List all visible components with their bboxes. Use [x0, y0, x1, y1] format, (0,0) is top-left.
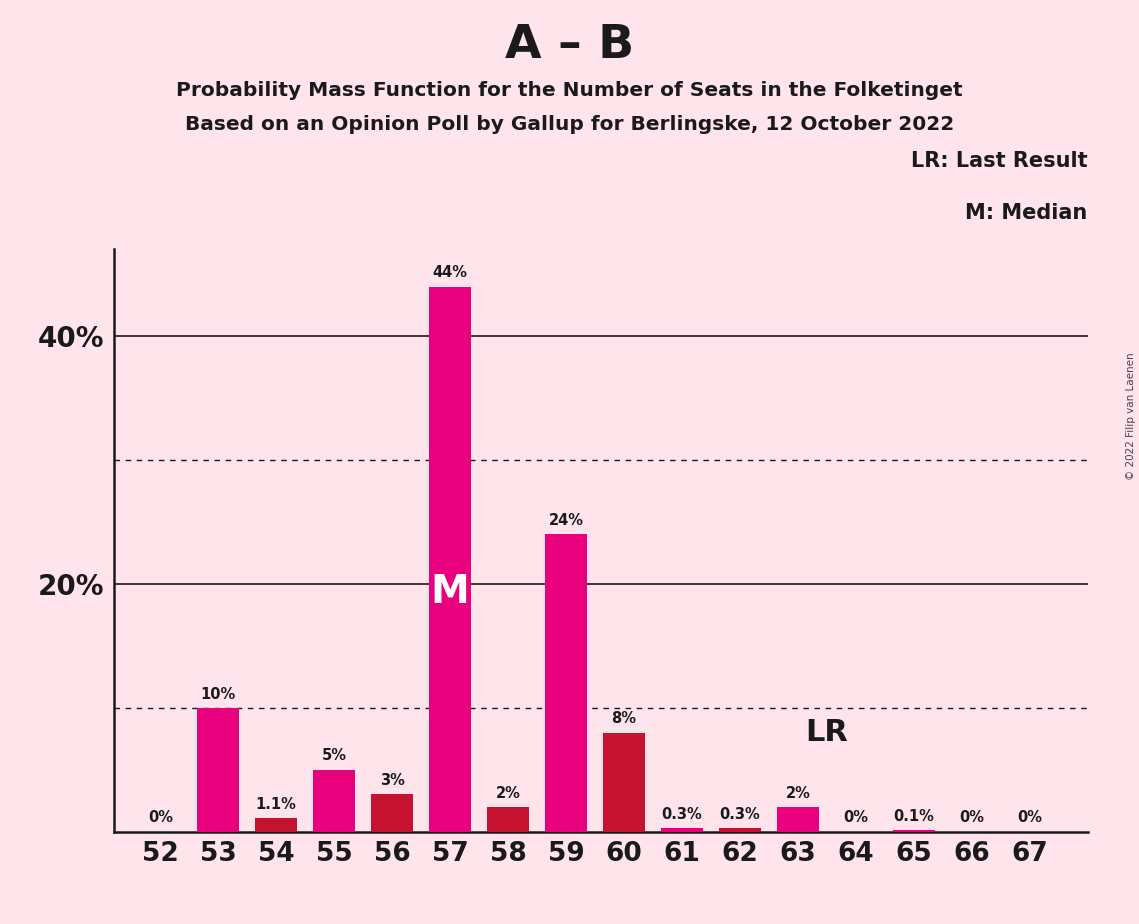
Text: M: M	[431, 573, 469, 611]
Bar	[719, 828, 761, 832]
Text: 2%: 2%	[495, 785, 521, 800]
Text: A – B: A – B	[505, 23, 634, 68]
Bar	[893, 831, 935, 832]
Bar	[546, 534, 587, 832]
Bar	[777, 807, 819, 832]
Text: 0.3%: 0.3%	[720, 807, 761, 821]
Bar	[487, 807, 528, 832]
Bar	[313, 770, 355, 832]
Text: 0.1%: 0.1%	[893, 809, 934, 824]
Text: © 2022 Filip van Laenen: © 2022 Filip van Laenen	[1125, 352, 1136, 480]
Text: LR: LR	[805, 718, 849, 747]
Text: M: Median: M: Median	[966, 203, 1088, 223]
Bar	[604, 733, 645, 832]
Bar	[371, 795, 413, 832]
Text: 0%: 0%	[1017, 810, 1042, 825]
Text: 8%: 8%	[612, 711, 637, 726]
Text: 10%: 10%	[200, 687, 236, 701]
Text: LR: Last Result: LR: Last Result	[911, 151, 1088, 171]
Bar	[255, 818, 297, 832]
Text: 0.3%: 0.3%	[662, 807, 703, 821]
Text: Based on an Opinion Poll by Gallup for Berlingske, 12 October 2022: Based on an Opinion Poll by Gallup for B…	[185, 116, 954, 135]
Text: 44%: 44%	[433, 265, 468, 281]
Bar	[197, 708, 239, 832]
Text: 0%: 0%	[148, 810, 173, 825]
Text: Probability Mass Function for the Number of Seats in the Folketinget: Probability Mass Function for the Number…	[177, 81, 962, 101]
Text: 5%: 5%	[321, 748, 346, 763]
Text: 0%: 0%	[959, 810, 984, 825]
Text: 1.1%: 1.1%	[256, 796, 296, 812]
Text: 0%: 0%	[843, 810, 868, 825]
Text: 3%: 3%	[379, 773, 404, 788]
Bar	[429, 286, 470, 832]
Text: 2%: 2%	[786, 785, 810, 800]
Bar	[661, 828, 703, 832]
Text: 24%: 24%	[549, 513, 583, 529]
